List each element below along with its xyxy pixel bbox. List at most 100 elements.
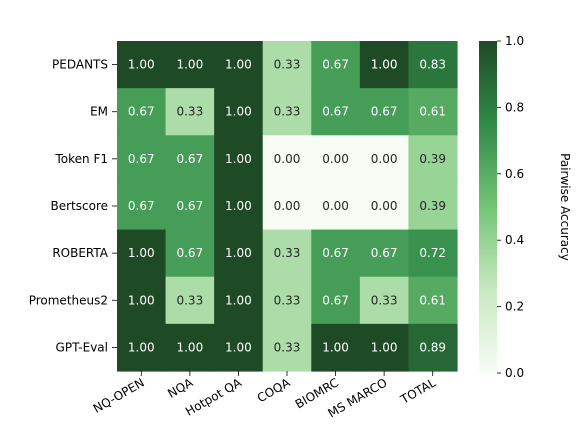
cell-value-label: 1.00	[225, 246, 252, 260]
heatmap-cell	[214, 88, 264, 136]
cell-value-label: 0.00	[274, 152, 301, 166]
heatmap-cell	[262, 135, 312, 184]
heatmap-cell	[165, 88, 215, 136]
cell-value-label: 0.67	[371, 105, 398, 119]
heatmap-cell	[311, 182, 361, 231]
heatmap-cell	[165, 41, 215, 89]
colorbar-tick-label: 0.2	[505, 300, 524, 314]
heatmap-cell	[165, 135, 215, 184]
heatmap-cell	[214, 276, 264, 325]
cell-value-label: 1.00	[371, 340, 398, 354]
heatmap-cell	[359, 182, 410, 231]
cell-value-label: 0.67	[322, 58, 349, 72]
cell-value-label: 0.67	[128, 105, 155, 119]
cell-value-label: 1.00	[225, 293, 252, 307]
heatmap-cell	[117, 88, 167, 136]
heatmap-cell	[311, 135, 361, 184]
cell-value-label: 0.39	[419, 199, 446, 213]
cell-value-label: 0.33	[176, 293, 203, 307]
row-label: EM	[90, 105, 108, 119]
heatmap-cell	[359, 229, 410, 278]
heatmap-cell-labels: 1.00 1.00 1.00 0.33 0.67 1.00 0.83 0.67 0.33 1.00…	[128, 58, 446, 355]
heatmap-cell	[408, 182, 458, 231]
cell-value-label: 0.67	[176, 199, 203, 213]
cell-value-label: 0.89	[419, 340, 446, 354]
cell-value-label: 0.67	[371, 246, 398, 260]
cell-value-label: 0.67	[128, 199, 155, 213]
row-label: Bertscore	[51, 199, 109, 213]
heatmap-cell	[359, 276, 410, 325]
heatmap-cell	[165, 182, 215, 231]
heatmap-cell	[117, 41, 167, 89]
heatmap-cell	[262, 276, 312, 325]
heatmap-cell	[214, 229, 264, 278]
row-labels: PEDANTS EM Token F1 Bertscore ROBERTA Prometh…	[29, 58, 117, 354]
cell-value-label: 0.00	[322, 152, 349, 166]
colorbar-tick-label: 0.8	[505, 100, 524, 114]
cell-value-label: 0.33	[274, 293, 301, 307]
heatmap-cell	[214, 41, 264, 89]
heatmap-cell	[311, 88, 361, 136]
column-label: COQA	[255, 375, 293, 405]
cell-value-label: 0.00	[371, 152, 398, 166]
heatmap-cell	[311, 323, 361, 372]
column-label: NQ-OPEN	[91, 375, 147, 415]
cell-value-label: 1.00	[225, 152, 252, 166]
heatmap-cell	[311, 229, 361, 278]
row-label: PEDANTS	[52, 58, 108, 72]
column-label: NQA	[165, 375, 196, 401]
heatmap-cell	[311, 41, 361, 89]
heatmap-cell	[359, 88, 410, 136]
cell-value-label: 0.00	[371, 199, 398, 213]
cell-value-label: 0.61	[419, 293, 446, 307]
cell-value-label: 0.67	[176, 152, 203, 166]
heatmap-cell	[214, 182, 264, 231]
cell-value-label: 1.00	[322, 340, 349, 354]
heatmap-cell	[408, 41, 458, 89]
heatmap-cell	[359, 41, 410, 89]
colorbar-tick-label: 0.0	[505, 366, 524, 380]
cell-value-label: 1.00	[225, 199, 252, 213]
heatmap-cell	[117, 229, 167, 278]
colorbar	[479, 41, 497, 373]
heatmap-cell	[262, 229, 312, 278]
colorbar-tick-label: 1.0	[505, 34, 524, 48]
colorbar-ticks: 0.0 0.2 0.4 0.6 0.8 1.0	[497, 34, 524, 380]
cell-value-label: 1.00	[176, 340, 203, 354]
row-label: Token F1	[55, 152, 109, 166]
cell-value-label: 1.00	[128, 246, 155, 260]
heatmap-cell	[408, 135, 458, 184]
cell-value-label: 0.00	[322, 199, 349, 213]
heatmap-cell	[117, 323, 167, 372]
cell-value-label: 0.33	[274, 105, 301, 119]
heatmap-cell	[408, 276, 458, 325]
cell-value-label: 1.00	[371, 58, 398, 72]
cell-value-label: 0.67	[322, 293, 349, 307]
column-label: Hotpot QA	[183, 375, 245, 419]
cell-value-label: 0.33	[274, 58, 301, 72]
heatmap-cell	[165, 229, 215, 278]
heatmap-cell	[262, 323, 312, 372]
heatmap-cell	[165, 276, 215, 325]
heatmap-cell	[408, 88, 458, 136]
heatmap-cell	[262, 41, 312, 89]
heatmap-cell	[165, 323, 215, 372]
cell-value-label: 0.33	[176, 105, 203, 119]
cell-value-label: 0.72	[419, 246, 446, 260]
cell-value-label: 0.83	[419, 58, 446, 72]
heatmap-cell	[408, 229, 458, 278]
cell-value-label: 1.00	[225, 58, 252, 72]
cell-value-label: 0.33	[274, 246, 301, 260]
heatmap-cell	[117, 182, 167, 231]
heatmap-cell	[359, 323, 410, 372]
colorbar-tick-label: 0.6	[505, 167, 524, 181]
heatmap-cell	[262, 88, 312, 136]
cell-value-label: 1.00	[225, 340, 252, 354]
cell-value-label: 1.00	[128, 340, 155, 354]
cell-value-label: 0.00	[274, 199, 301, 213]
cell-value-label: 0.39	[419, 152, 446, 166]
cell-value-label: 0.33	[274, 340, 301, 354]
cell-value-label: 1.00	[225, 105, 252, 119]
cell-value-label: 0.67	[322, 246, 349, 260]
